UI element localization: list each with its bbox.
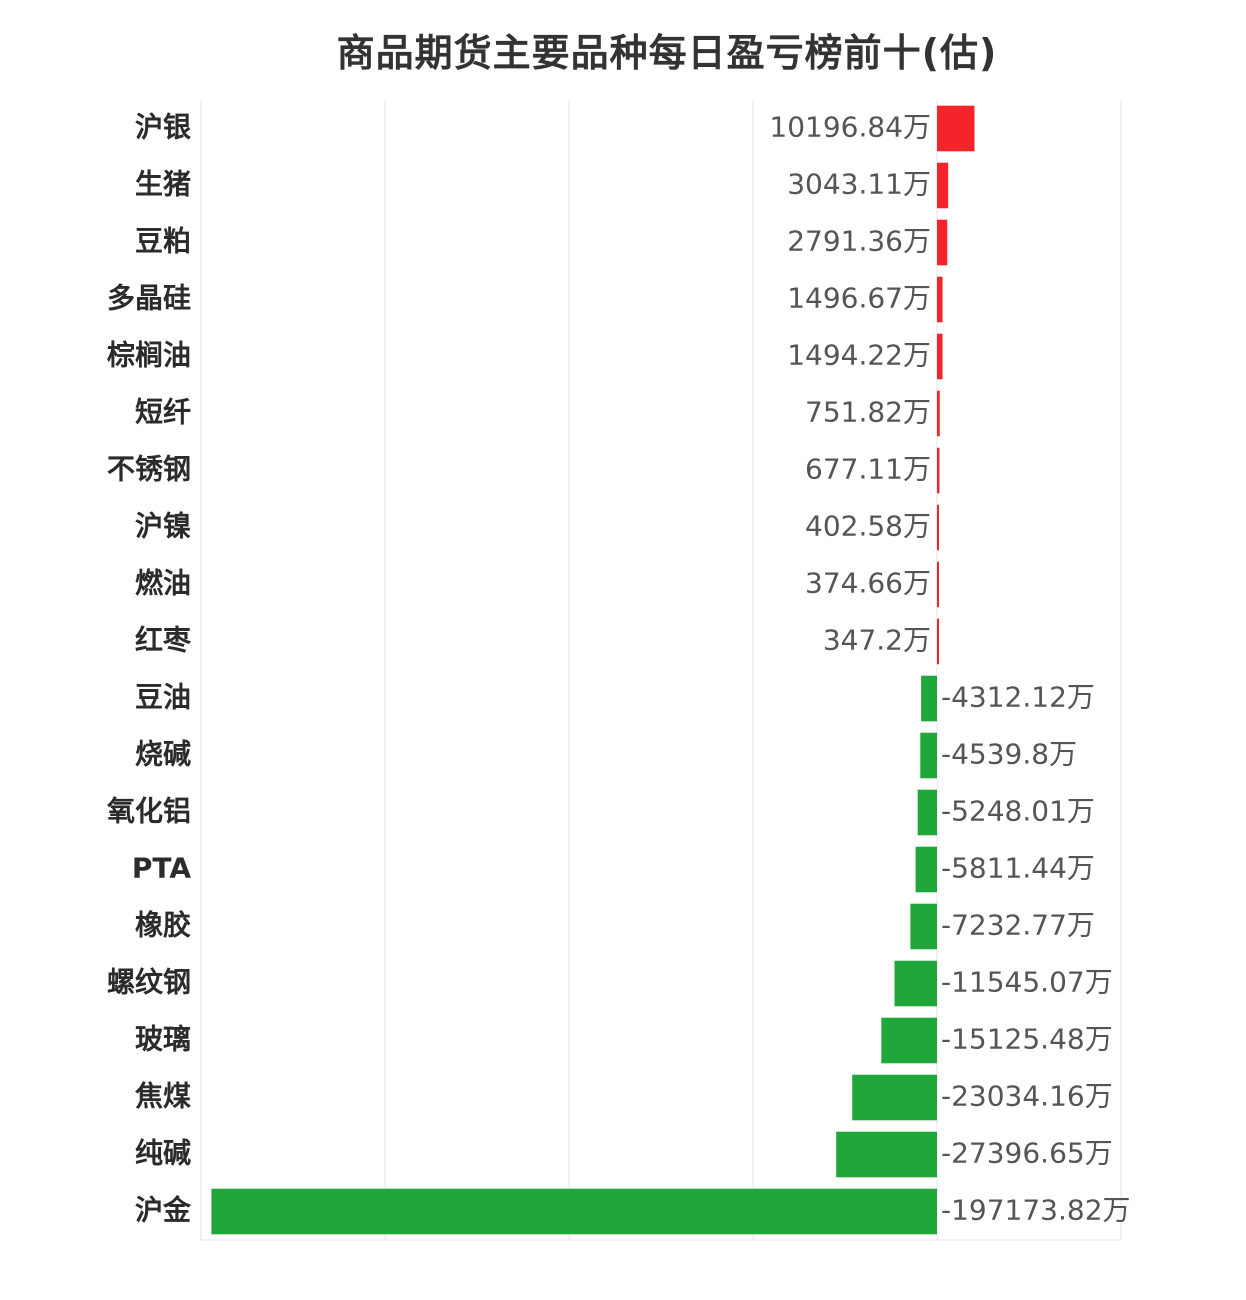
bar — [937, 504, 939, 551]
category-label: 短纤 — [135, 396, 191, 429]
category-label: 豆粕 — [135, 225, 191, 258]
value-label: 751.82万 — [805, 396, 931, 429]
category-label: 不锈钢 — [107, 453, 191, 486]
bar — [921, 675, 937, 722]
bar — [937, 219, 948, 266]
bar — [910, 903, 937, 950]
value-label: -7232.77万 — [941, 909, 1095, 942]
category-label: 生猪 — [135, 168, 191, 201]
category-label: 红枣 — [135, 624, 192, 657]
bar — [937, 105, 975, 152]
category-label: 焦煤 — [135, 1080, 191, 1113]
chart-title: 商品期货主要品种每日盈亏榜前十(估) — [336, 31, 998, 75]
category-label: 玻璃 — [135, 1023, 191, 1056]
value-label: 677.11万 — [805, 453, 931, 486]
bar — [836, 1131, 937, 1178]
bar — [881, 1017, 937, 1064]
bar — [852, 1074, 937, 1121]
bar — [937, 162, 949, 209]
value-label: 347.2万 — [823, 624, 931, 657]
category-label: 螺纹钢 — [107, 966, 191, 999]
category-label: 多晶硅 — [107, 282, 191, 315]
value-label: -27396.65万 — [941, 1137, 1113, 1170]
value-label: 1494.22万 — [787, 339, 931, 372]
category-label: PTA — [132, 852, 191, 885]
value-label: -15125.48万 — [941, 1023, 1113, 1056]
bar — [937, 333, 943, 380]
value-label: 1496.67万 — [787, 282, 931, 315]
bar — [937, 276, 943, 323]
value-label: 3043.11万 — [787, 168, 931, 201]
bar — [920, 732, 937, 779]
value-label: -197173.82万 — [941, 1194, 1131, 1227]
value-label: 10196.84万 — [769, 111, 931, 144]
value-label: -4312.12万 — [941, 681, 1095, 714]
category-label: 燃油 — [135, 567, 191, 600]
category-label: 豆油 — [135, 681, 191, 714]
category-label: 沪银 — [135, 111, 192, 144]
bar — [211, 1188, 938, 1235]
bars — [211, 105, 975, 1235]
bar — [894, 960, 937, 1007]
bar — [937, 618, 939, 665]
value-label: -5248.01万 — [941, 795, 1095, 828]
bar — [937, 390, 940, 437]
value-labels: 10196.84万 3043.11万 2791.36万 1496.67万 1494.22… — [769, 111, 1130, 1227]
bar — [937, 561, 939, 608]
value-label: -23034.16万 — [941, 1080, 1113, 1113]
value-label: 374.66万 — [805, 567, 931, 600]
category-label: 沪镍 — [135, 510, 191, 543]
value-label: 2791.36万 — [787, 225, 931, 258]
category-label: 棕榈油 — [107, 339, 191, 372]
category-label: 烧碱 — [135, 738, 191, 771]
value-label: 402.58万 — [805, 510, 931, 543]
value-label: -11545.07万 — [941, 966, 1113, 999]
category-label: 橡胶 — [135, 909, 191, 942]
value-label: -5811.44万 — [941, 852, 1095, 885]
bar — [917, 789, 937, 836]
bar — [937, 447, 940, 494]
category-label: 氧化铝 — [107, 795, 191, 828]
bar — [915, 846, 937, 893]
value-label: -4539.8万 — [941, 738, 1077, 771]
grid-lines — [200, 100, 1122, 1241]
category-label: 纯碱 — [135, 1137, 191, 1170]
category-label: 沪金 — [135, 1194, 192, 1227]
